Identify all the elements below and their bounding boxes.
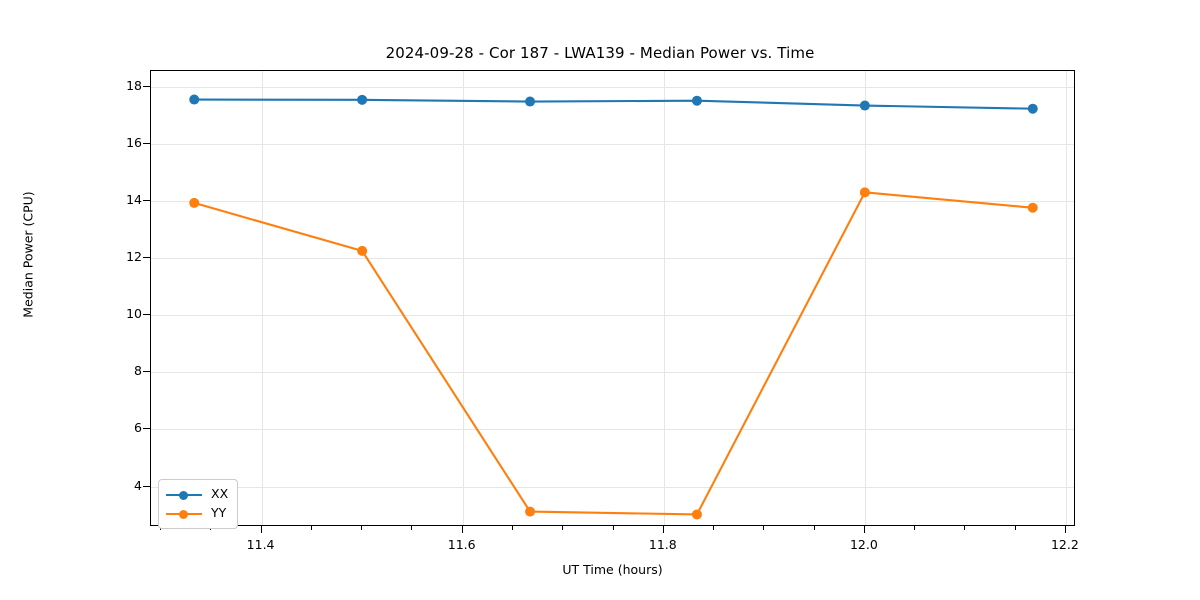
y-tick-label: 10 [126,306,142,322]
gridline-horizontal [151,315,1074,317]
y-tick-mark [143,257,150,259]
y-tick-label: 14 [126,191,142,207]
chart-title: 2024-09-28 - Cor 187 - LWA139 - Median P… [385,44,815,62]
data-point-marker [859,100,870,111]
legend-dot [179,509,188,519]
gridline-horizontal [151,372,1074,374]
x-tick-mark [863,526,865,533]
x-tick-mark-minor [361,526,363,530]
gridline-vertical [462,71,464,525]
y-axis-title: Median Power (CPU) [20,191,36,318]
y-tick-label: 8 [134,363,142,379]
gridline-horizontal [151,429,1074,431]
data-point-marker [189,197,200,208]
legend-item-yy[interactable]: YY [166,504,228,523]
data-point-marker [859,187,870,198]
gridline-horizontal [151,486,1074,488]
x-tick-label: 11.4 [246,537,275,552]
legend-swatch-icon [166,508,202,520]
gridline-vertical [1065,71,1067,525]
x-tick-mark-minor [713,526,715,530]
gridline-vertical [663,71,665,525]
x-tick-label: 11.8 [648,537,677,552]
legend-swatch-icon [166,489,202,501]
legend-dot [179,490,188,500]
x-tick-mark [461,526,463,533]
data-point-marker [357,94,368,105]
x-tick-mark-minor [310,526,312,530]
chart-legend[interactable]: XX YY [158,479,239,529]
gridline-horizontal [151,200,1074,202]
x-tick-label: 11.6 [447,537,476,552]
x-tick-mark-minor [763,526,765,530]
plot-area [150,70,1075,526]
x-tick-mark [1064,526,1066,533]
y-tick-mark [143,314,150,316]
series-line-xx [193,98,1034,110]
data-series-layer [189,94,1038,520]
gridline-horizontal [151,258,1074,259]
y-tick-mark [143,428,150,430]
y-tick-mark [143,485,150,487]
y-tick-label: 12 [126,249,142,264]
y-tick-label: 4 [134,477,142,493]
x-tick-mark [662,526,664,533]
legend-label: XX [211,486,229,502]
y-tick-mark [143,371,150,373]
y-tick-mark [143,85,150,87]
gridline-vertical [864,71,866,525]
x-tick-mark-minor [512,526,514,530]
data-point-marker [691,95,702,106]
gridline-vertical [261,71,263,525]
x-tick-label: 12.0 [849,537,878,552]
data-point-marker [1027,202,1038,213]
gridline-horizontal [151,143,1074,145]
gridline-horizontal [151,86,1074,88]
y-tick-label: 16 [126,134,142,150]
x-tick-mark-minor [411,526,413,530]
x-tick-label: 12.2 [1050,537,1079,552]
y-tick-label: 6 [134,420,142,436]
y-tick-mark [143,142,150,144]
x-tick-mark [260,526,262,533]
data-point-marker [189,94,200,105]
x-tick-mark-minor [914,526,916,530]
x-tick-mark-minor [813,526,815,530]
data-point-marker [525,96,536,107]
x-tick-mark-minor [1014,526,1016,530]
legend-label: YY [211,505,227,521]
data-point-marker [357,245,368,256]
y-tick-label: 18 [126,77,142,93]
data-point-marker [1027,103,1038,114]
data-point-marker [525,506,536,517]
data-point-marker [691,509,702,520]
x-tick-mark-minor [964,526,966,530]
x-axis-title: UT Time (hours) [562,562,663,577]
x-tick-mark-minor [562,526,564,530]
series-line-yy [193,191,1034,516]
x-tick-mark-minor [612,526,614,530]
y-tick-mark [143,199,150,201]
legend-item-xx[interactable]: XX [166,485,228,504]
